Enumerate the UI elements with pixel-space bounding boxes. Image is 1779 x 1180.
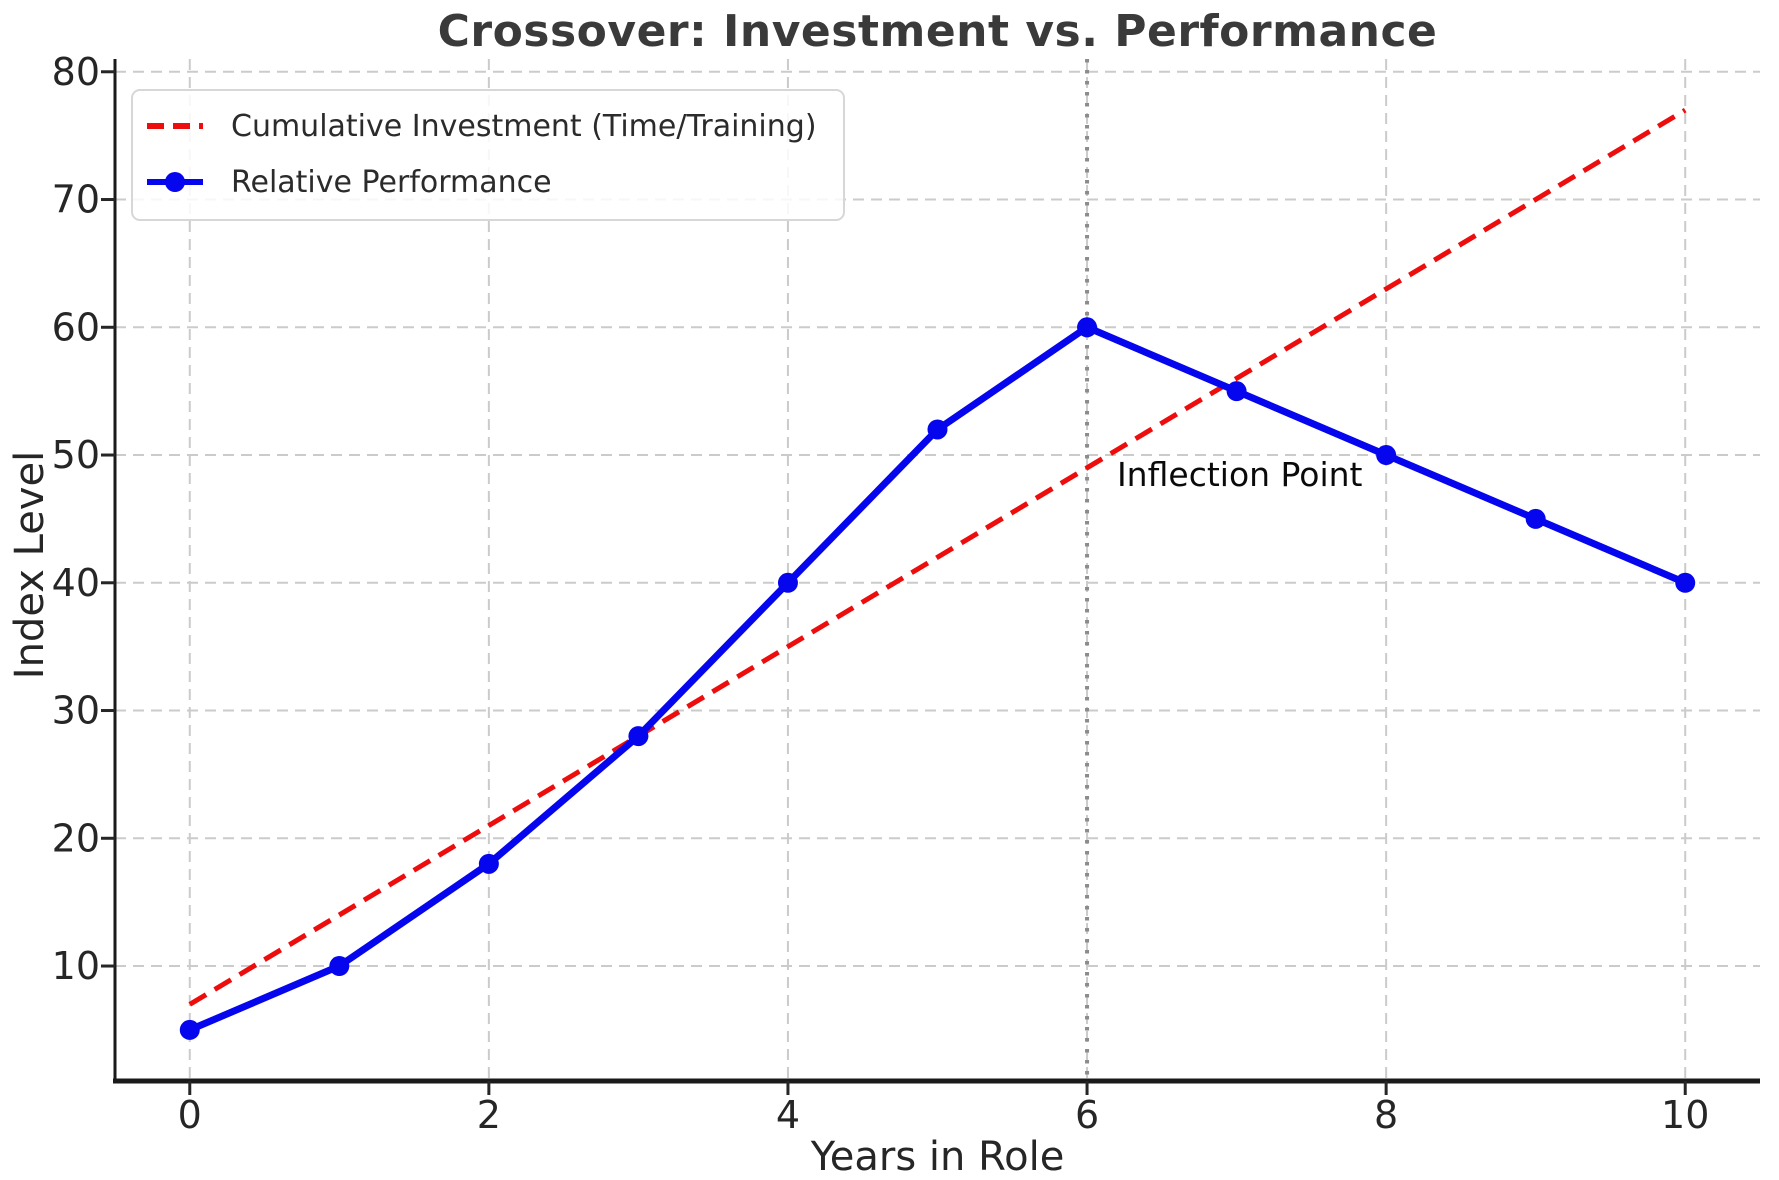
x-tick-label: 2 bbox=[477, 1093, 501, 1137]
x-tick-label: 4 bbox=[776, 1093, 800, 1137]
legend: Cumulative Investment (Time/Training) Re… bbox=[131, 89, 845, 221]
x-tick-label: 0 bbox=[178, 1093, 202, 1137]
x-tick-label: 10 bbox=[1661, 1093, 1709, 1137]
y-tick-label: 10 bbox=[52, 944, 100, 988]
data-point-marker bbox=[179, 1019, 200, 1040]
data-point-marker bbox=[1376, 445, 1397, 466]
data-point-marker bbox=[478, 853, 499, 874]
series-line-investment bbox=[188, 107, 1687, 1007]
legend-label-performance: Relative Performance bbox=[231, 164, 552, 200]
x-tick-label: 6 bbox=[1075, 1093, 1099, 1137]
legend-item-performance: Relative Performance bbox=[145, 157, 817, 207]
chart-title: Crossover: Investment vs. Performance bbox=[437, 6, 1438, 57]
y-tick-label: 40 bbox=[52, 561, 100, 605]
x-tick-label: 8 bbox=[1374, 1093, 1398, 1137]
legend-marker-line-sample bbox=[147, 172, 203, 192]
legend-dashed-line-sample bbox=[147, 123, 203, 129]
y-tick-label: 50 bbox=[52, 433, 100, 477]
x-axis-label: Years in Role bbox=[810, 1134, 1065, 1180]
data-point-marker bbox=[927, 419, 948, 440]
inflection-point-annotation: Inflection Point bbox=[1116, 455, 1363, 495]
y-tick-label: 20 bbox=[52, 816, 100, 860]
data-point-marker bbox=[1675, 572, 1696, 593]
y-tick-label: 70 bbox=[52, 178, 100, 222]
legend-label-investment: Cumulative Investment (Time/Training) bbox=[231, 108, 817, 144]
data-point-marker bbox=[1226, 381, 1247, 402]
y-tick-label: 80 bbox=[52, 50, 100, 94]
data-point-marker bbox=[628, 726, 649, 747]
data-point-marker bbox=[1077, 317, 1098, 338]
y-tick-label: 60 bbox=[52, 305, 100, 349]
legend-item-investment: Cumulative Investment (Time/Training) bbox=[145, 101, 817, 151]
data-point-marker bbox=[777, 572, 798, 593]
data-point-marker bbox=[1525, 508, 1546, 529]
y-tick-label: 30 bbox=[52, 689, 100, 733]
data-point-marker bbox=[329, 956, 350, 977]
